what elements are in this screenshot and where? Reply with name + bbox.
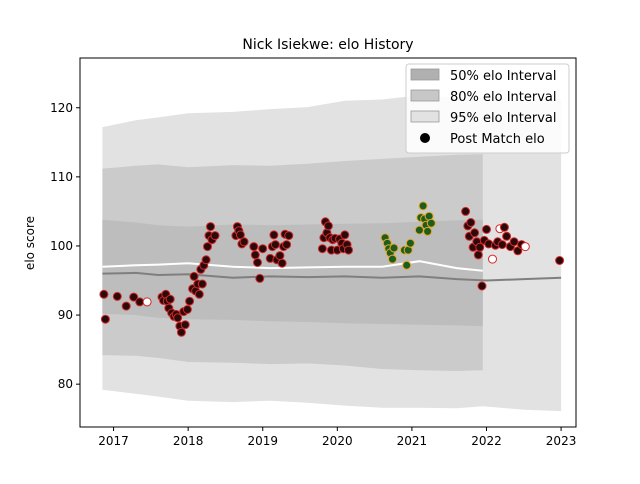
legend-swatch <box>410 89 440 102</box>
data-point <box>201 255 211 265</box>
legend-label: Post Match elo <box>450 132 545 147</box>
data-point <box>142 297 152 307</box>
data-point <box>284 231 294 241</box>
data-point <box>250 250 260 260</box>
y-axis: 80 90 100 110 120 <box>50 101 80 391</box>
data-point <box>129 292 139 302</box>
data-point <box>520 242 530 252</box>
x-tick-label: 2023 <box>546 434 577 448</box>
data-point <box>253 258 262 267</box>
data-point <box>405 238 415 248</box>
data-point <box>182 305 192 314</box>
data-point <box>466 218 476 227</box>
axes-frame <box>79 57 577 428</box>
plot-area <box>99 95 565 412</box>
data-point <box>426 218 436 228</box>
x-tick-label: 2021 <box>397 434 428 448</box>
data-point <box>99 289 109 299</box>
legend-label: 95% elo Interval <box>450 111 557 126</box>
data-point <box>258 244 268 254</box>
data-point <box>497 240 507 250</box>
data-point <box>235 230 245 240</box>
legend: 50% elo Interval 80% elo Interval 95% elo … <box>405 63 570 154</box>
data-point <box>239 237 249 247</box>
data-point <box>249 242 259 252</box>
data-point <box>203 242 212 252</box>
data-point <box>270 240 280 250</box>
data-point <box>402 260 412 270</box>
data-point <box>121 301 131 311</box>
legend-swatch <box>410 110 440 123</box>
data-point <box>189 271 199 281</box>
x-axis: 2017 2018 2019 2020 2021 2022 2023 <box>98 427 576 448</box>
mean-line <box>102 260 483 272</box>
legend-label: 80% elo Interval <box>450 90 557 105</box>
y-tick-label: 120 <box>50 101 73 115</box>
data-point <box>255 273 265 283</box>
legend-marker <box>420 133 430 143</box>
data-point <box>477 281 487 291</box>
y-tick-label: 80 <box>58 377 73 391</box>
data-point <box>555 256 565 265</box>
legend-swatch <box>410 68 440 81</box>
data-point <box>461 206 471 216</box>
y-tick-label: 100 <box>50 239 73 253</box>
data-point <box>323 221 333 231</box>
data-point <box>135 297 145 307</box>
y-tick-label: 90 <box>58 308 73 322</box>
data-point <box>418 201 428 211</box>
x-tick-label: 2019 <box>247 434 278 448</box>
data-point <box>509 237 519 247</box>
data-point <box>340 230 350 240</box>
data-point <box>269 230 279 240</box>
data-point <box>482 224 491 234</box>
data-point <box>388 254 397 264</box>
data-point <box>473 250 483 260</box>
data-point <box>423 226 433 236</box>
data-point <box>100 314 110 324</box>
legend-box <box>405 63 570 154</box>
data-point <box>206 222 215 232</box>
data-point <box>277 258 287 268</box>
data-point <box>344 245 353 255</box>
legend-label: 50% elo Interval <box>450 69 557 84</box>
data-point <box>173 313 183 323</box>
data-point <box>197 279 207 289</box>
data-point <box>275 251 285 261</box>
x-tick-label: 2022 <box>471 434 502 448</box>
y-tick-label: 110 <box>50 170 73 184</box>
data-point <box>194 289 204 299</box>
chart-title: Nick Isiekwe: elo History <box>242 37 413 53</box>
data-point <box>176 327 186 337</box>
x-tick-label: 2017 <box>98 434 129 448</box>
data-point <box>317 244 327 254</box>
data-point <box>185 296 195 306</box>
y-axis-label: elo score <box>23 216 37 270</box>
median-line <box>102 271 562 282</box>
data-point <box>180 320 190 330</box>
data-point <box>210 231 220 241</box>
data-point <box>389 243 399 253</box>
data-point <box>112 291 122 301</box>
x-tick-label: 2018 <box>173 434 204 448</box>
data-point <box>502 231 512 241</box>
data-point <box>282 240 292 250</box>
data-point <box>488 254 497 264</box>
data-point <box>165 294 175 304</box>
data-point <box>499 222 509 232</box>
x-tick-label: 2020 <box>322 434 353 448</box>
data-point <box>470 228 480 238</box>
data-point <box>475 242 485 252</box>
